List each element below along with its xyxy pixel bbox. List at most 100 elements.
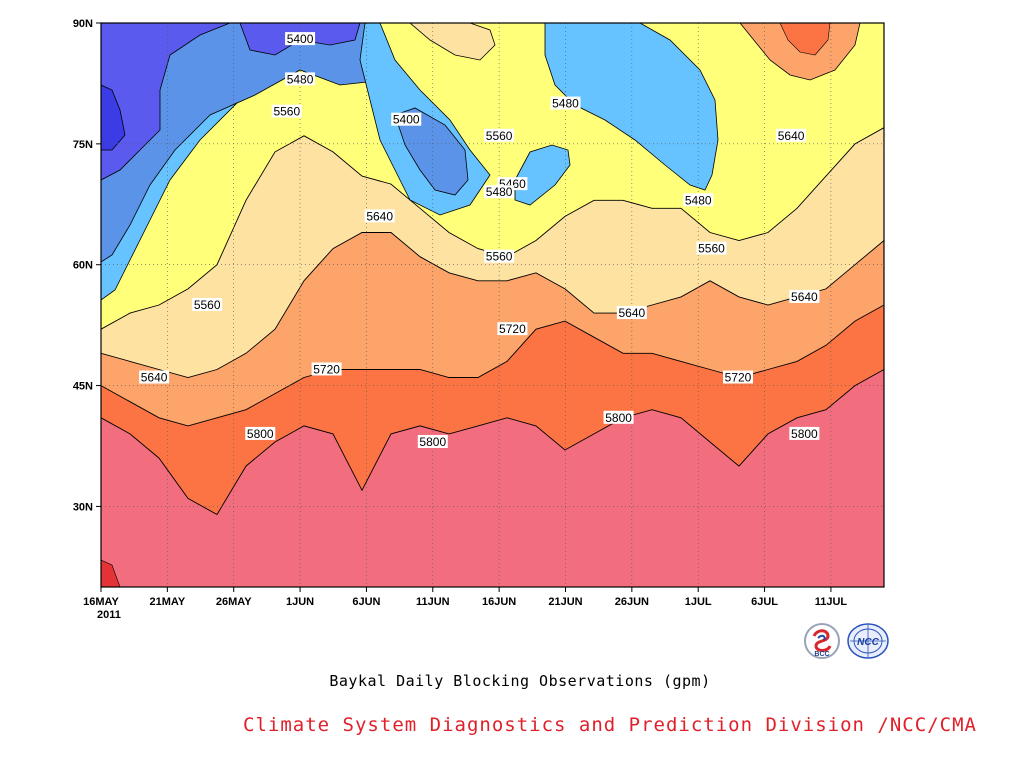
band-5560-top-east	[409, 23, 496, 61]
plot-frame	[100, 22, 885, 588]
x-tick-label: 16JUN	[482, 596, 516, 608]
contour-label-text: 5640	[618, 306, 645, 320]
bcc-logo-text: BCC	[814, 651, 829, 658]
x-axis: 16MAY 21MAY 26MAY 1JUN 6JUN 11JUN 16JUN 21JUN 26…	[83, 587, 847, 608]
ncc-logo-text: NCC	[857, 637, 879, 648]
band-5480-lobe-east	[544, 23, 719, 191]
contour-label-bg	[484, 185, 515, 199]
contour-label-bg	[192, 298, 223, 311]
contour-label: 5560	[484, 128, 515, 143]
contour-label: 5720	[311, 362, 342, 376]
x-tick-label: 21MAY	[150, 596, 186, 608]
contour-label-bg	[497, 322, 528, 336]
contour-label-bg	[723, 370, 754, 384]
contour-label: 5720	[497, 322, 528, 336]
contour-label: 5800	[245, 426, 276, 441]
contour-label-bg	[285, 32, 316, 46]
contour-label-text: 5720	[725, 371, 752, 385]
contour-label-text: 5400	[393, 113, 420, 127]
contour-label-text: 5560	[486, 129, 513, 143]
contour-label: 5800	[789, 426, 820, 441]
contour-label-bg	[417, 434, 448, 448]
contour-label: 5560	[271, 104, 302, 119]
contour-label-bg	[603, 410, 634, 424]
ncc-logo: NCC	[847, 623, 889, 659]
x-axis-year-label: 2011	[97, 609, 121, 621]
y-tick-label: 60N	[73, 260, 93, 272]
contour-label-bg	[789, 289, 820, 303]
x-tick-label: 26MAY	[216, 596, 252, 608]
contour-label-text: 5400	[287, 32, 314, 46]
contour-label: 5400	[391, 112, 422, 127]
credit-line: Climate System Diagnostics and Predictio…	[243, 714, 977, 736]
contour-label-bg	[391, 112, 422, 126]
contour-line-5640	[101, 232, 884, 378]
contour-label-text: 5560	[194, 298, 221, 312]
contour-label-bg	[139, 370, 170, 384]
band-5400-island	[394, 107, 469, 196]
contour-label: 5480	[484, 185, 515, 199]
x-tick-label: 11JUL	[815, 596, 848, 608]
contour-label-bg	[789, 426, 820, 440]
contour-label-bg	[484, 249, 515, 263]
contour-label-bg	[550, 96, 581, 110]
contour-label: 5480	[550, 96, 581, 111]
contour-label-text: 5480	[685, 193, 712, 207]
x-tick-label: 21JUN	[548, 596, 582, 608]
contour-label: 5560	[484, 249, 515, 264]
contour-label: 5560	[192, 298, 223, 312]
y-tick-label: 75N	[73, 139, 93, 151]
band-5320-lobe-west	[101, 23, 231, 181]
contour-label-text: 5560	[486, 250, 513, 264]
contour-label-text: 5480	[552, 97, 579, 111]
contour-label-text: 5640	[141, 371, 168, 385]
contour-label-text: 5640	[366, 209, 393, 223]
y-tick-label: 90N	[73, 18, 93, 30]
contour-label-bg	[285, 72, 316, 86]
band-5240-core-west	[101, 84, 126, 151]
bcc-logo: BCC	[804, 623, 840, 659]
contour-label-text: 5560	[273, 105, 300, 119]
y-tick-label: 30N	[73, 501, 93, 513]
contour-label-text: 5560	[698, 242, 725, 256]
x-tick-label: 1JUL	[685, 596, 712, 608]
y-axis: 30N 45N 60N 75N 90N	[73, 18, 101, 513]
x-tick-label: 6JUN	[352, 596, 380, 608]
band-5720-top-east	[779, 23, 831, 56]
contour-label-text: 5720	[313, 362, 340, 376]
contour-line-5720	[101, 304, 884, 427]
x-tick-label: 1JUN	[286, 596, 314, 608]
contour-label: 5800	[417, 434, 448, 449]
x-tick-label: 11JUN	[416, 596, 450, 608]
contour-label-bg	[484, 128, 515, 142]
contour-label: 5640	[789, 289, 820, 304]
chart-title: Baykal Daily Blocking Observations (gpm)	[329, 672, 711, 690]
contour-label-bg	[364, 209, 395, 223]
contour-label-bg	[311, 362, 342, 376]
contour-label: 5400	[285, 32, 316, 46]
contour-label-text: 5640	[778, 129, 805, 143]
grid-lines	[101, 23, 884, 587]
band-5480-small	[514, 144, 571, 206]
contour-label-text: 5800	[247, 427, 274, 441]
contour-label-bg	[683, 193, 714, 207]
contour-label-bg	[776, 128, 807, 142]
contour-label-text: 5480	[486, 185, 513, 199]
contour-label-text: 5480	[287, 72, 314, 86]
contour-label: 5640	[616, 306, 647, 320]
contour-label-text: 5800	[605, 411, 632, 425]
contour-label: 5480	[683, 193, 714, 207]
contour-line-5800	[101, 369, 884, 516]
contour-label-bg	[245, 426, 276, 440]
contour-label: 5640	[139, 370, 170, 385]
contour-label: 5480	[285, 72, 316, 86]
contour-label-text: 5800	[419, 435, 446, 449]
contour-label-bg	[696, 241, 727, 255]
plot-area: 5400548055605400556054805460548054805560…	[101, 23, 884, 587]
contour-label-bg	[616, 306, 647, 320]
contour-label: 5720	[723, 370, 754, 385]
y-tick-label: 45N	[73, 381, 93, 393]
contour-label: 5640	[364, 209, 395, 223]
contour-label-text: 5800	[791, 427, 818, 441]
